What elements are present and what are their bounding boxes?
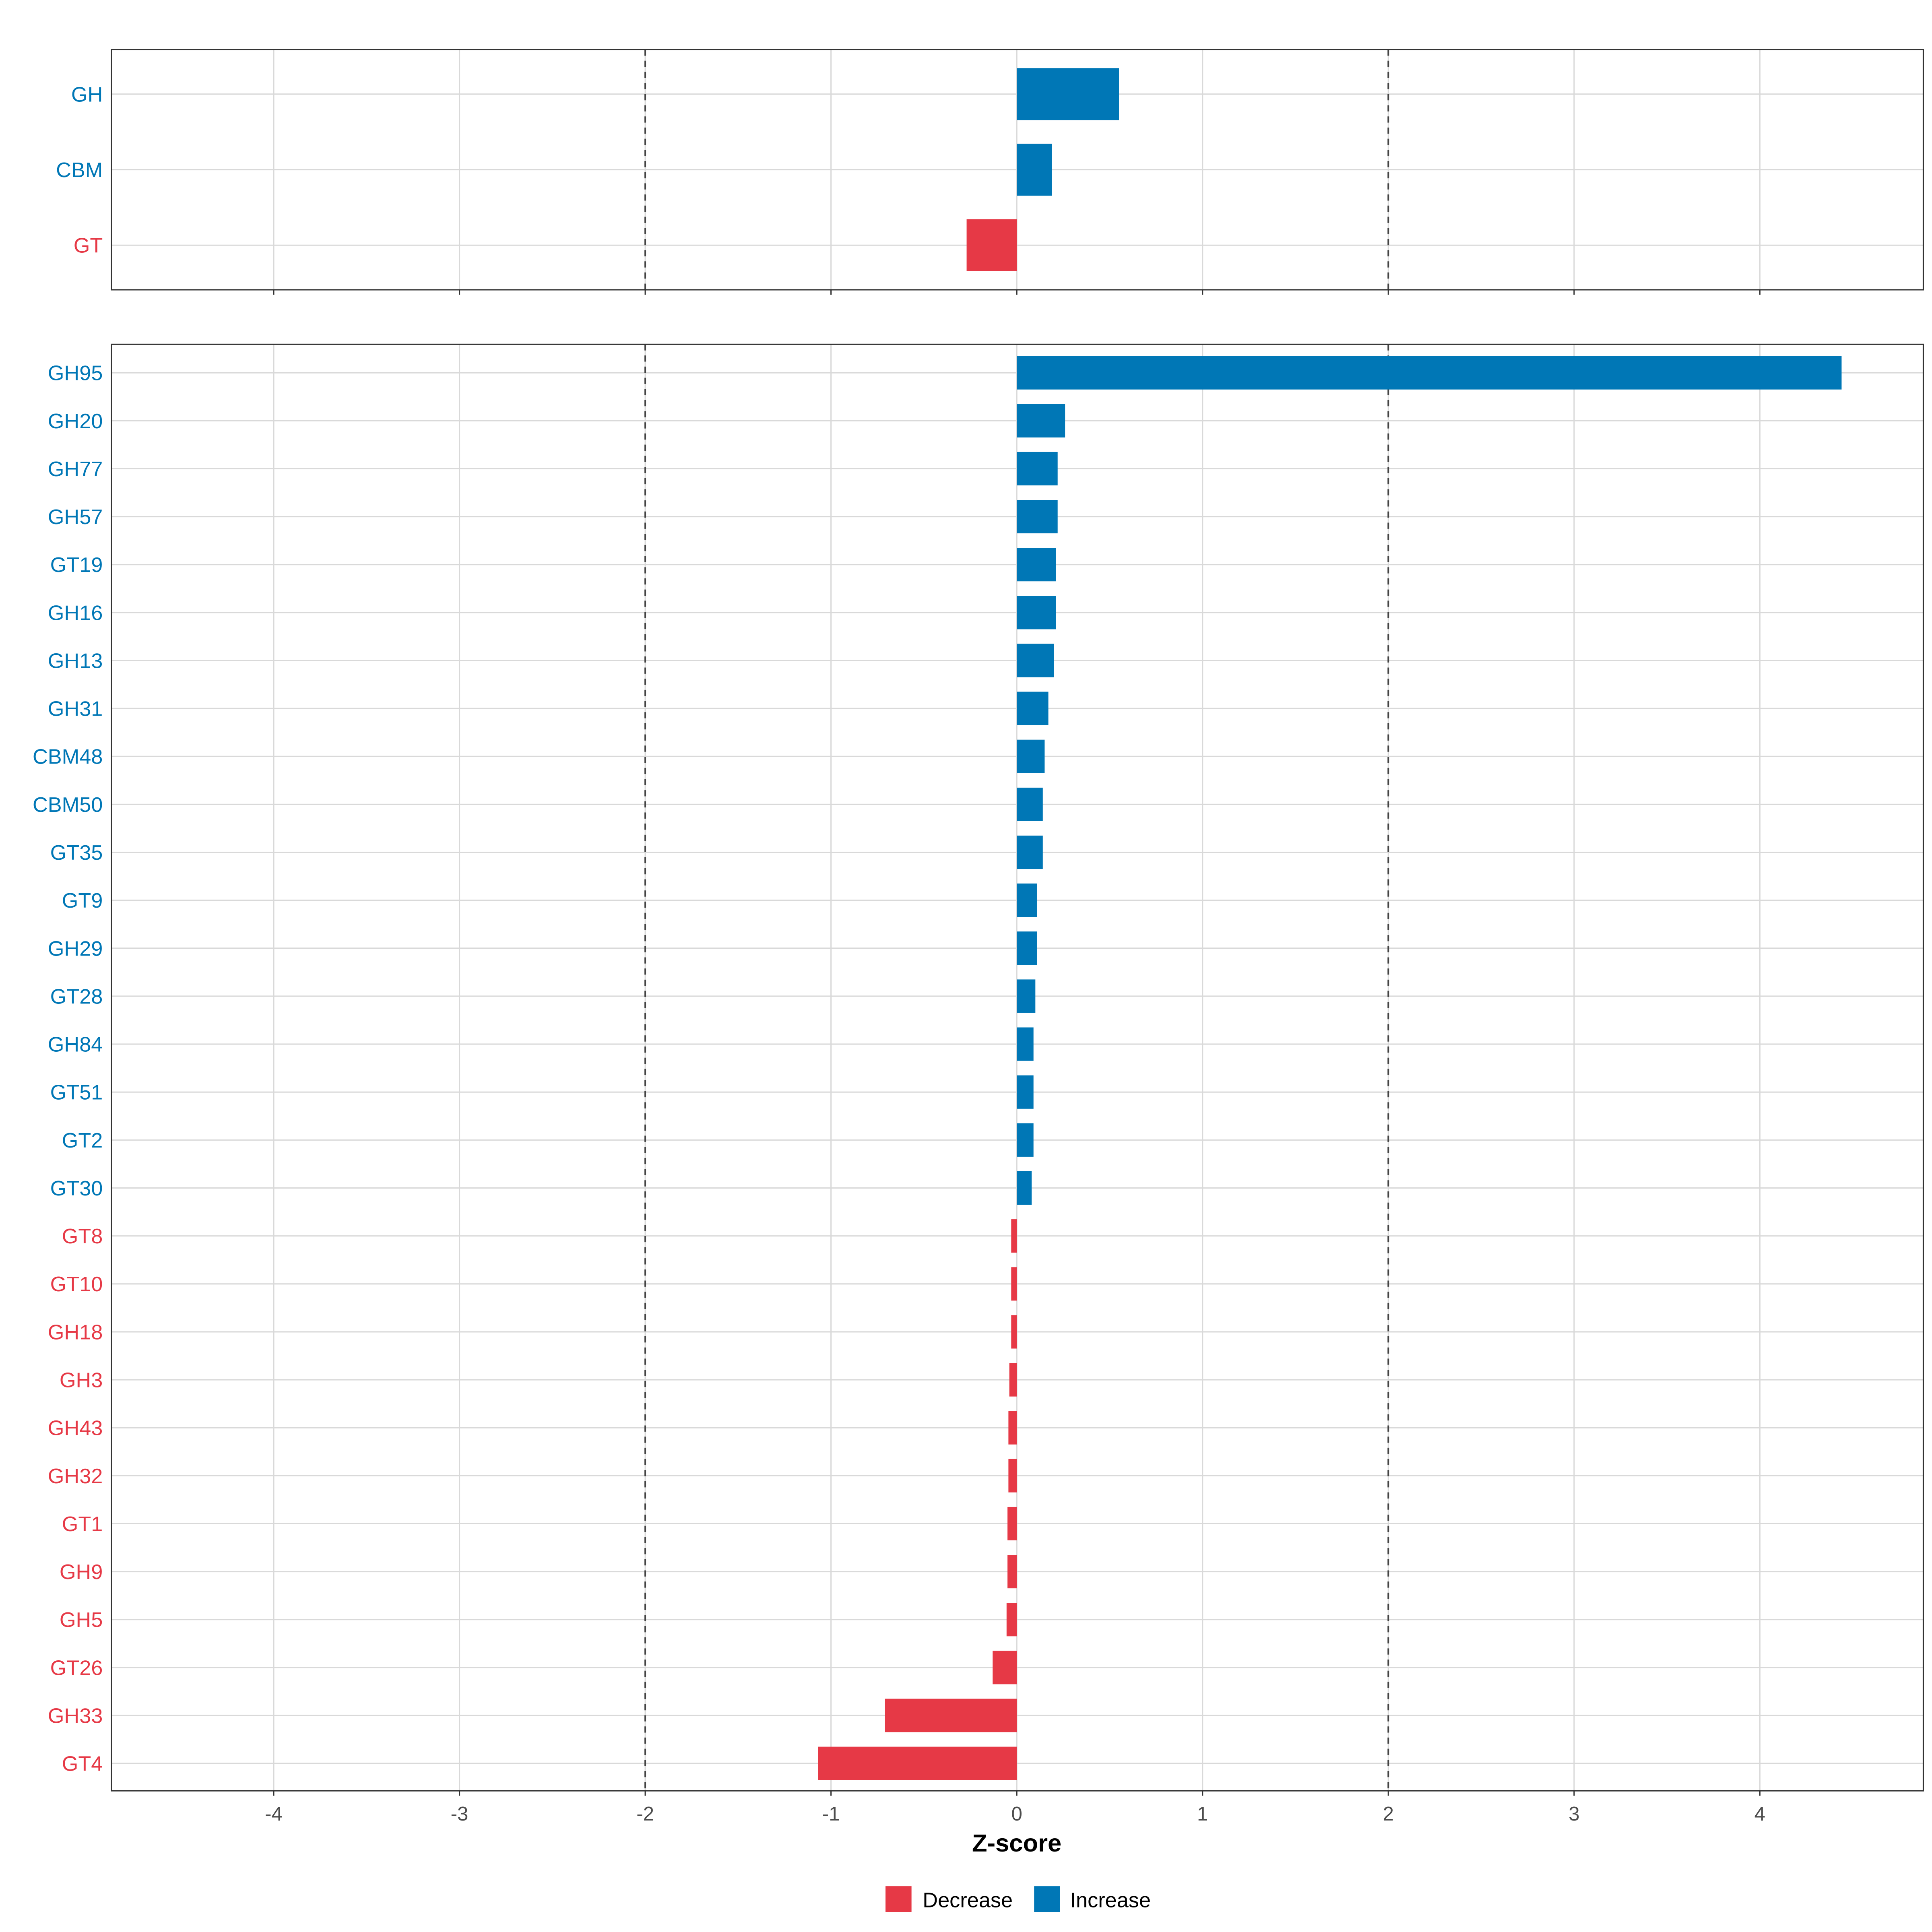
category-label-GH29: GH29 bbox=[48, 937, 103, 960]
bar-GH31 bbox=[1017, 691, 1049, 725]
bar-GH bbox=[1017, 68, 1119, 120]
bar-GT30 bbox=[1017, 1171, 1032, 1205]
bar-GT8 bbox=[1011, 1219, 1017, 1253]
bar-GH20 bbox=[1017, 404, 1065, 438]
category-label-CBM: CBM bbox=[56, 159, 103, 182]
bar-GT9 bbox=[1017, 883, 1037, 917]
category-label-GH20: GH20 bbox=[48, 410, 103, 433]
category-label-GH31: GH31 bbox=[48, 698, 103, 721]
category-label-GT30: GT30 bbox=[50, 1177, 103, 1200]
bar-GH84 bbox=[1017, 1027, 1034, 1061]
category-label-GH32: GH32 bbox=[48, 1465, 103, 1488]
category-label-GH57: GH57 bbox=[48, 506, 103, 529]
bar-CBM bbox=[1017, 143, 1052, 196]
category-label-GH84: GH84 bbox=[48, 1033, 103, 1057]
category-label-GT19: GT19 bbox=[50, 553, 103, 577]
x-tick-label: 2 bbox=[1383, 1803, 1394, 1825]
legend-swatch-decrease bbox=[886, 1886, 912, 1912]
category-label-GH43: GH43 bbox=[48, 1417, 103, 1440]
x-tick-label: -1 bbox=[822, 1803, 840, 1825]
bar-GT26 bbox=[993, 1651, 1017, 1684]
category-label-GT8: GT8 bbox=[62, 1225, 103, 1248]
x-tick-label: 3 bbox=[1569, 1803, 1579, 1825]
bar-GH32 bbox=[1008, 1459, 1017, 1492]
bar-GH18 bbox=[1011, 1315, 1017, 1349]
bar-GT4 bbox=[818, 1746, 1017, 1780]
bar-GT10 bbox=[1011, 1267, 1017, 1301]
category-label-GT2: GT2 bbox=[62, 1129, 103, 1152]
category-label-GH95: GH95 bbox=[48, 362, 103, 385]
bar-GT2 bbox=[1017, 1123, 1034, 1157]
legend-swatch-increase bbox=[1034, 1886, 1060, 1912]
category-label-GT1: GT1 bbox=[62, 1513, 103, 1536]
category-label-GT9: GT9 bbox=[62, 889, 103, 912]
bar-GT bbox=[966, 219, 1017, 271]
category-label-GT51: GT51 bbox=[50, 1081, 103, 1104]
category-label-GH: GH bbox=[71, 83, 103, 106]
category-label-GH77: GH77 bbox=[48, 458, 103, 481]
category-label-GH5: GH5 bbox=[60, 1608, 103, 1632]
bar-GT35 bbox=[1017, 836, 1043, 869]
category-label-GH3: GH3 bbox=[60, 1369, 103, 1392]
category-label-CBM50: CBM50 bbox=[33, 793, 103, 817]
category-label-GH16: GH16 bbox=[48, 601, 103, 625]
x-tick-label: -3 bbox=[451, 1803, 469, 1825]
legend-label-decrease: Decrease bbox=[923, 1889, 1013, 1912]
category-label-GT: GT bbox=[74, 234, 103, 258]
category-label-GT4: GT4 bbox=[62, 1752, 103, 1776]
category-label-CBM48: CBM48 bbox=[33, 745, 103, 769]
bar-GH16 bbox=[1017, 596, 1056, 630]
bar-GT28 bbox=[1017, 979, 1036, 1013]
legend-label-increase: Increase bbox=[1070, 1889, 1151, 1912]
category-label-GH9: GH9 bbox=[60, 1560, 103, 1584]
category-label-GH33: GH33 bbox=[48, 1704, 103, 1728]
bar-GH77 bbox=[1017, 452, 1058, 485]
x-axis-title: Z-score bbox=[972, 1829, 1061, 1857]
bar-GT1 bbox=[1007, 1507, 1017, 1541]
bar-GH13 bbox=[1017, 644, 1054, 677]
bar-GT51 bbox=[1017, 1075, 1034, 1109]
bar-GH3 bbox=[1009, 1363, 1017, 1397]
bar-GH9 bbox=[1007, 1555, 1017, 1589]
bar-GH29 bbox=[1017, 931, 1037, 965]
bar-GT19 bbox=[1017, 548, 1056, 582]
category-label-GT26: GT26 bbox=[50, 1656, 103, 1680]
category-label-GT10: GT10 bbox=[50, 1273, 103, 1296]
bar-CBM48 bbox=[1017, 739, 1045, 773]
bar-CBM50 bbox=[1017, 787, 1043, 821]
x-tick-label: 1 bbox=[1197, 1803, 1208, 1825]
bar-GH33 bbox=[885, 1699, 1017, 1732]
bar-GH43 bbox=[1008, 1411, 1017, 1445]
bar-GH57 bbox=[1017, 500, 1058, 534]
x-tick-label: -2 bbox=[636, 1803, 654, 1825]
x-tick-label: -4 bbox=[265, 1803, 283, 1825]
category-label-GH13: GH13 bbox=[48, 649, 103, 673]
x-tick-label: 4 bbox=[1754, 1803, 1765, 1825]
category-label-GT28: GT28 bbox=[50, 985, 103, 1008]
category-label-GT35: GT35 bbox=[50, 841, 103, 865]
bar-GH95 bbox=[1017, 356, 1842, 390]
category-label-GH18: GH18 bbox=[48, 1321, 103, 1344]
bar-GH5 bbox=[1006, 1603, 1017, 1637]
x-tick-label: 0 bbox=[1011, 1803, 1022, 1825]
